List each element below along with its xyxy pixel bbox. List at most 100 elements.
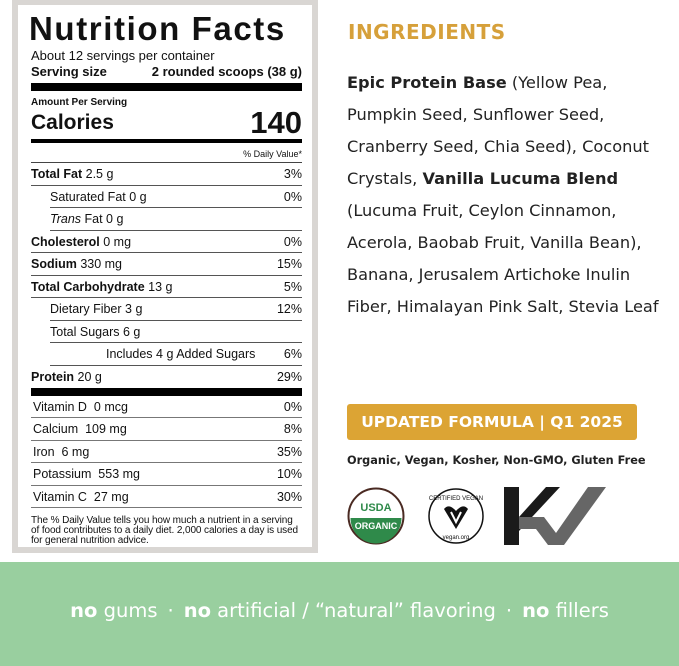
vitamin-row: Iron 6 mg 35% xyxy=(31,441,302,464)
vitamin-row: Vitamin C 27 mg 30% xyxy=(31,486,302,508)
nutrient-name: Sodium 330 mg xyxy=(31,253,122,275)
feature-no: no xyxy=(522,599,550,622)
vitamin-dv: 10% xyxy=(276,467,302,482)
serving-size-value: 2 rounded scoops (38 g) xyxy=(151,64,302,79)
vitamin-row: Calcium 109 mg 8% xyxy=(31,418,302,441)
nutrition-facts-panel: Nutrition Facts About 12 servings per co… xyxy=(12,0,318,553)
nutrient-dv: 29% xyxy=(276,369,302,384)
nutrient-name: Protein 20 g xyxy=(31,366,102,389)
nutrient-amount: 330 mg xyxy=(76,257,123,271)
feature-band: no gums · no artificial / “natural” flavor… xyxy=(0,562,679,666)
certifications-text: Organic, Vegan, Kosher, Non-GMO, Gluten … xyxy=(347,454,646,467)
nutrient-row: Saturated Fat 0 g 0% xyxy=(50,186,302,208)
vitamin-name: Iron 6 mg xyxy=(33,444,90,459)
vitamin-dv: 0% xyxy=(283,400,302,414)
nutrient-row: Trans Fat 0 g xyxy=(50,208,302,231)
nutrient-name: Cholesterol 0 mg xyxy=(31,231,131,253)
nutrient-label-suffix: Fat xyxy=(81,212,103,226)
nutrient-label: Dietary Fiber xyxy=(50,302,122,316)
vitamin-name: Vitamin C 27 mg xyxy=(33,489,129,504)
svg-text:vegan.org: vegan.org xyxy=(443,535,470,541)
certified-vegan-logo: CERTIFIED VEGAN vegan.org xyxy=(428,488,484,544)
ingredients-text: Epic Protein Base (Yellow Pea, Pumpkin S… xyxy=(347,67,665,323)
nutrient-name: Saturated Fat 0 g xyxy=(50,186,147,208)
nutrient-name: Includes 4 g Added Sugars xyxy=(50,343,255,365)
svg-text:USDA: USDA xyxy=(360,502,391,514)
nutrient-amount: 13 g xyxy=(144,279,173,294)
servings-per-container: About 12 servings per container xyxy=(31,48,215,63)
vitamin-dv: 35% xyxy=(276,444,302,459)
nutrient-amount: 0 mg xyxy=(99,234,132,249)
nutrient-label: Sodium xyxy=(31,257,77,271)
nutrient-dv: 15% xyxy=(276,257,302,271)
nutrient-name: Dietary Fiber 3 g xyxy=(50,298,142,320)
divider xyxy=(31,388,302,396)
nutrient-row: Total Carbohydrate 13 g 5% xyxy=(31,276,302,298)
divider xyxy=(31,139,302,143)
daily-value-header: % Daily Value* xyxy=(31,146,302,163)
feature-no: no xyxy=(70,599,98,622)
feature-text: artificial / “natural” flavoring xyxy=(210,599,496,622)
nutrient-dv: 5% xyxy=(283,279,302,294)
ingredient-segment: Vanilla Lucuma Blend xyxy=(422,169,619,188)
vitamin-row: Vitamin D 0 mcg 0% xyxy=(31,396,302,419)
vitamin-name: Vitamin D 0 mcg xyxy=(33,400,128,414)
nutrient-label: Protein xyxy=(31,369,75,384)
vitamin-dv: 8% xyxy=(283,422,302,437)
nutrient-name: Total Fat 2.5 g xyxy=(31,163,113,185)
vitamin-row: Potassium 553 mg 10% xyxy=(31,463,302,486)
feature-no: no xyxy=(183,599,211,622)
nutrient-name: Total Carbohydrate 13 g xyxy=(31,276,172,298)
separator: · xyxy=(167,599,174,622)
amount-per-serving: Amount Per Serving xyxy=(31,97,128,108)
nutrient-row: Total Sugars 6 g xyxy=(50,321,302,343)
nutrient-row: Cholesterol 0 mg 0% xyxy=(31,231,302,253)
nutrient-label: Trans xyxy=(50,212,82,226)
svg-text:CERTIFIED VEGAN: CERTIFIED VEGAN xyxy=(429,496,483,502)
kosher-logo xyxy=(504,487,606,545)
updated-formula-badge: UPDATED FORMULA | Q1 2025 xyxy=(347,404,637,440)
nutrient-row: Includes 4 g Added Sugars 6% xyxy=(50,343,302,366)
nutrient-dv: 12% xyxy=(276,302,302,316)
nutrient-dv: 3% xyxy=(283,167,302,181)
feature-text: gums xyxy=(97,599,158,622)
nutrient-name: Total Sugars 6 g xyxy=(50,321,140,343)
svg-text:ORGANIC: ORGANIC xyxy=(355,521,398,531)
vitamin-name: Potassium 553 mg xyxy=(33,467,140,482)
vitamin-name: Calcium 109 mg xyxy=(33,422,127,437)
nutrient-amount: 20 g xyxy=(74,369,102,384)
nutrient-dv: 0% xyxy=(283,234,302,249)
nutrient-amount: 0 g xyxy=(125,189,147,204)
ingredients-heading: INGREDIENTS xyxy=(348,20,506,44)
calories-value: 140 xyxy=(250,105,302,140)
nutrition-facts-title: Nutrition Facts xyxy=(29,10,286,47)
separator: · xyxy=(505,599,513,622)
nutrient-row: Total Fat 2.5 g 3% xyxy=(31,163,302,186)
nutrient-label: Total Carbohydrate xyxy=(31,279,145,294)
nutrient-amount: 0 g xyxy=(102,212,124,226)
nutrient-row: Sodium 330 mg 15% xyxy=(31,253,302,276)
ingredient-segment: Epic Protein Base xyxy=(347,73,507,92)
nutrient-label: Cholesterol xyxy=(31,234,100,249)
serving-size-label: Serving size xyxy=(31,64,107,79)
nutrient-label: Total Fat xyxy=(31,167,83,181)
nutrient-dv: 0% xyxy=(283,189,302,204)
calories-label: Calories xyxy=(31,111,114,134)
nutrient-dv: 6% xyxy=(283,347,302,361)
nutrient-row: Dietary Fiber 3 g 12% xyxy=(50,298,302,321)
ingredient-segment: (Lucuma Fruit, Ceylon Cinnamon, Acerola,… xyxy=(347,201,659,316)
feature-text: fillers xyxy=(549,599,609,622)
nutrient-label: Includes 4 g Added Sugars xyxy=(106,347,256,361)
footnote: The % Daily Value tells you how much a n… xyxy=(31,514,299,546)
ingredient-segment: (Yellow Pea, Pumpkin Seed, Sunflower See… xyxy=(347,73,649,188)
serving-size: Serving size 2 rounded scoops (38 g) xyxy=(31,64,302,80)
nutrient-amount: 6 g xyxy=(119,324,141,339)
usda-organic-logo: USDA ORGANIC xyxy=(347,487,405,545)
nutrient-row: Protein 20 g 29% xyxy=(31,366,302,389)
nutrient-label: Saturated Fat xyxy=(50,189,126,204)
nutrient-label: Total Sugars xyxy=(50,324,120,339)
vitamin-dv: 30% xyxy=(276,489,302,504)
nutrient-name: Trans Fat 0 g xyxy=(50,208,123,230)
nutrient-amount: 2.5 g xyxy=(82,167,114,181)
calories-row: Calories 140 xyxy=(31,105,302,140)
